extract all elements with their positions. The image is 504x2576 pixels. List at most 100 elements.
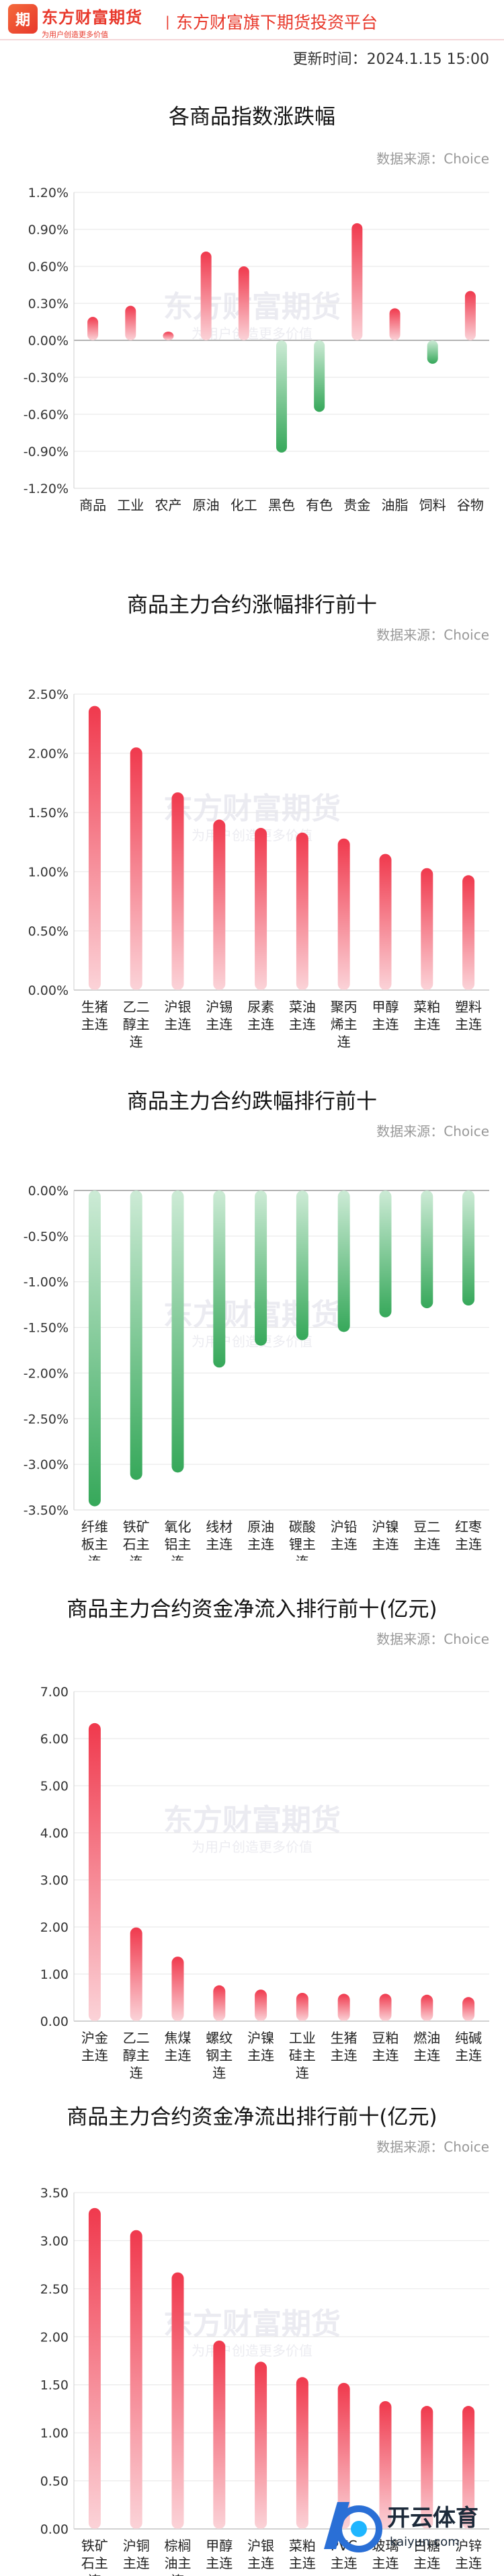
y-tick-label: 1.00 <box>40 1967 69 1982</box>
x-category-label: 沪铜主连 <box>123 2538 150 2571</box>
x-category-label: 商品综合 <box>79 497 106 511</box>
y-tick-label: -1.50% <box>24 1321 69 1336</box>
x-category-label: 沪锡主连 <box>206 999 233 1032</box>
watermark-sub: 为用户创造更多价值 <box>192 827 312 843</box>
y-tick-label: 0.00 <box>40 2522 69 2537</box>
y-tick-label: 6.00 <box>40 1732 69 1747</box>
y-tick-label: -2.50% <box>24 1412 69 1427</box>
bar <box>130 747 142 990</box>
x-category-label: 豆粕主连 <box>372 2030 399 2063</box>
bar <box>379 2401 392 2529</box>
bar <box>171 1957 184 2021</box>
x-category-label: 沪镍主连 <box>247 2030 274 2063</box>
y-tick-label: -3.00% <box>24 1457 69 1472</box>
bar <box>296 2377 308 2529</box>
bar <box>462 875 475 990</box>
bar <box>421 2406 433 2529</box>
y-tick-label: 0.50% <box>28 924 69 939</box>
y-tick-label: 0.00% <box>28 983 69 998</box>
bar <box>213 1985 226 2021</box>
chart-title: 商品主力合约跌幅排行前十 <box>127 1090 377 1114</box>
bar <box>130 2230 142 2529</box>
chart-section-3: 商品主力合约跌幅排行前十 数据来源：Choice 东方财富期货 为用户创造更多价值 0.… <box>0 1063 504 1560</box>
bar <box>88 1722 101 2021</box>
y-tick-label: -3.50% <box>24 1503 69 1518</box>
x-category-label: 沪铅主连 <box>331 1519 358 1552</box>
bar <box>389 308 401 340</box>
x-category-label: 化工 <box>230 497 257 511</box>
y-tick-label: 1.50 <box>40 2378 69 2393</box>
brand: 东方财富期货 为用户创造更多价值 <box>42 4 142 40</box>
x-category-label: 沪银主连 <box>247 2538 274 2571</box>
chart-section-2: 商品主力合约涨幅排行前十 数据来源：Choice 东方财富期货 为用户创造更多价值 2.… <box>0 566 504 1051</box>
bar <box>88 706 101 990</box>
y-tick-label: 3.00 <box>40 1873 69 1888</box>
watermark: 东方财富期货 <box>163 792 341 826</box>
x-category-label: 甲醇主连 <box>206 2538 233 2571</box>
x-category-label: 铁矿石主连 <box>123 1519 150 1560</box>
brand-slogan: 为用户创造更多价值 <box>42 30 108 39</box>
x-category-label: 饲料 <box>419 497 446 511</box>
x-category-label: 沪镍主连 <box>372 1519 399 1552</box>
bar <box>296 1190 308 1340</box>
kaiyun-logo-icon <box>324 2502 382 2552</box>
y-tick-label: 0.00% <box>28 1184 69 1199</box>
bar <box>213 2341 226 2529</box>
y-tick-label: 5.00 <box>40 1779 69 1794</box>
x-category-label: 工业品 <box>117 497 144 511</box>
x-category-label: 沪金主连 <box>81 2030 108 2063</box>
y-tick-label: 3.00 <box>40 2234 69 2248</box>
bar <box>238 266 249 340</box>
x-category-label: 菜粕主连 <box>289 2538 316 2571</box>
x-category-label: 原油主连 <box>247 1519 274 1552</box>
x-category-label: 豆二主连 <box>413 1519 440 1552</box>
x-category-label: 沪银主连 <box>165 999 192 1032</box>
watermark-sub: 为用户创造更多价值 <box>192 326 312 342</box>
y-tick-label: 0.90% <box>28 223 69 237</box>
x-category-label: 工业硅主连 <box>289 2030 316 2081</box>
bar <box>314 340 325 412</box>
bar <box>337 1994 350 2021</box>
bar <box>421 1994 433 2021</box>
y-tick-label: 2.00 <box>40 2330 69 2345</box>
bar <box>421 1190 433 1309</box>
y-tick-label: 0.00 <box>40 2014 69 2029</box>
y-tick-label: 1.50% <box>28 806 69 821</box>
x-category-label: 贵金属 <box>343 497 370 511</box>
x-category-label: 红枣主连 <box>455 1519 482 1552</box>
x-category-label: 生猪主连 <box>331 2030 358 2063</box>
watermark: 东方财富期货 <box>163 2307 341 2341</box>
bar <box>462 2406 475 2529</box>
watermark-sub: 为用户创造更多价值 <box>192 2343 312 2359</box>
chart-title: 商品主力合约资金净流入排行前十(亿元) <box>67 1597 437 1622</box>
y-tick-label: 0.30% <box>28 297 69 311</box>
y-tick-label: 0.50 <box>40 2474 69 2489</box>
x-category-label: 乙二醇主连 <box>123 2030 150 2081</box>
x-category-label: 油脂 <box>382 497 409 511</box>
footer-brand: 开云体育 <box>387 2505 478 2532</box>
bar <box>88 2207 101 2529</box>
x-category-label: 铁矿石主连 <box>81 2538 108 2576</box>
bar <box>379 1190 392 1318</box>
x-category-label: 螺纹钢主连 <box>206 2030 233 2081</box>
data-source-label: 数据来源：Choice <box>376 1123 489 1139</box>
x-category-label: 棕榈油主连 <box>165 2538 192 2576</box>
x-category-label: 聚丙烯主连 <box>331 999 358 1050</box>
y-tick-label: -0.50% <box>24 1229 69 1244</box>
watermark-sub: 为用户创造更多价值 <box>192 1839 312 1855</box>
y-tick-label: 0.00% <box>28 334 69 348</box>
bar <box>462 1997 475 2021</box>
chart-title: 各商品指数涨跌幅 <box>169 105 335 129</box>
bar <box>163 332 174 340</box>
x-category-label: 农产品 <box>155 497 181 511</box>
data-source-label: 数据来源：Choice <box>376 151 489 167</box>
bar <box>200 252 212 340</box>
bar <box>296 832 308 990</box>
bar <box>171 792 184 990</box>
bar <box>337 838 350 990</box>
x-category-label: 线材主连 <box>206 1519 233 1552</box>
y-tick-label: -0.30% <box>24 371 69 385</box>
